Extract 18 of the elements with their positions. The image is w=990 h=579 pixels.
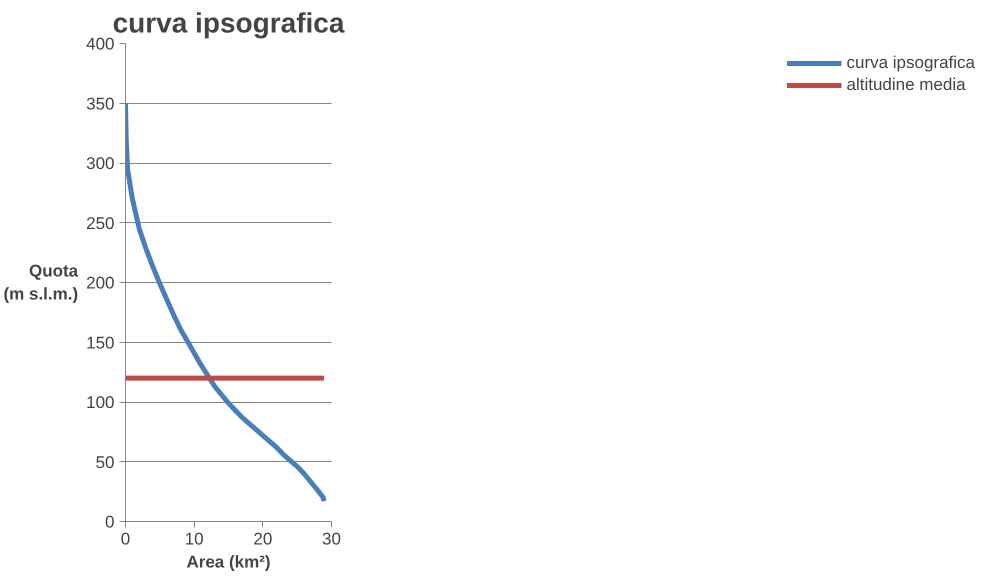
- x-tick-label: 20: [253, 530, 272, 548]
- legend-label: curva ipsografica: [846, 53, 975, 73]
- y-tick-label: 100: [86, 393, 115, 412]
- y-tick-label: 200: [86, 274, 115, 292]
- y-tick-label: 250: [86, 214, 115, 233]
- x-axis-title: Area (km²): [186, 552, 271, 572]
- y-axis-title: Quota (m s.l.m.): [4, 262, 79, 304]
- y-tick-label: 50: [96, 452, 115, 472]
- y-tick-label: 300: [86, 154, 115, 173]
- y-tick-label: 400: [86, 34, 115, 54]
- legend-label: altitudine media: [846, 75, 966, 95]
- y-tick-label: 150: [86, 333, 115, 352]
- y-tick-label: 350: [86, 94, 115, 114]
- y-tick-label: 0: [105, 512, 115, 532]
- x-tick-label: 10: [184, 530, 204, 548]
- chart-title: curva ipsografica: [112, 8, 345, 38]
- x-tick-label: 30: [322, 530, 341, 548]
- x-tick-label: 0: [120, 530, 130, 548]
